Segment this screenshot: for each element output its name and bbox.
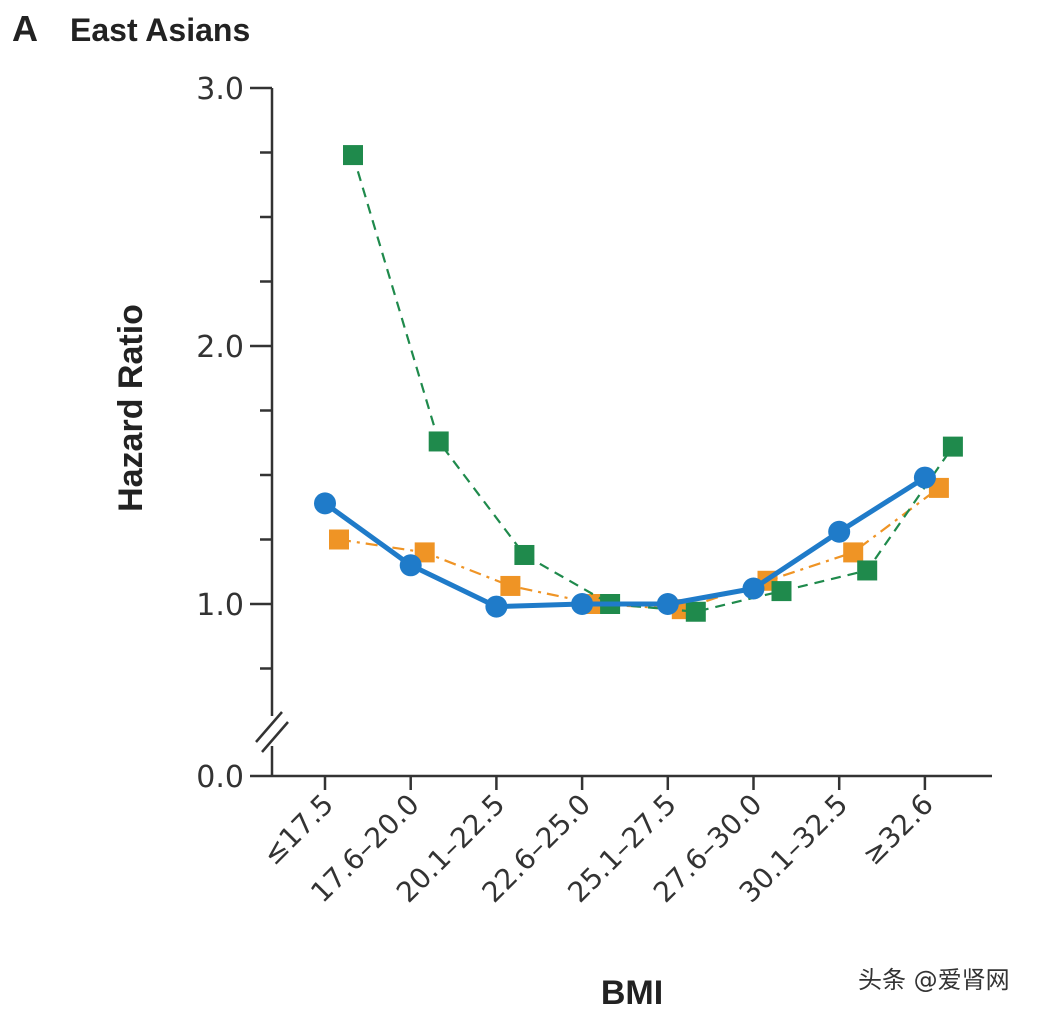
series-line-green	[351, 154, 954, 613]
panel-letter: A	[12, 8, 38, 49]
data-point-orange	[500, 575, 521, 596]
y-axis-title: Hazard Ratio	[112, 304, 150, 512]
data-point-green	[685, 601, 706, 622]
series-layer	[314, 145, 963, 622]
watermark: 头条 @爱肾网	[858, 966, 1010, 994]
data-point-green	[857, 560, 878, 581]
chart-title: East Asians	[70, 12, 251, 48]
y-tick-label: 1.0	[196, 588, 244, 623]
data-point-green	[428, 431, 449, 452]
data-point-green	[514, 544, 535, 565]
data-point-orange	[843, 542, 864, 563]
y-tick-label: 2.0	[196, 330, 244, 365]
x-axis-title: BMI	[601, 974, 663, 1012]
series-line-orange	[338, 487, 940, 611]
x-tick-label: ≤17.5	[256, 788, 340, 872]
axes: 0.01.02.03.0≤17.517.6–20.020.1–22.522.6–…	[196, 72, 992, 909]
data-point-green	[942, 436, 963, 457]
data-point-orange	[329, 529, 349, 550]
data-point-blue	[656, 593, 679, 615]
y-tick-label: 0.0	[196, 760, 244, 795]
data-point-blue	[399, 554, 422, 577]
y-tick-label: 3.0	[196, 72, 244, 107]
data-point-blue	[571, 593, 594, 615]
series-line-blue	[323, 475, 927, 610]
data-point-green	[771, 581, 792, 602]
data-point-blue	[828, 520, 851, 543]
x-tick-label: ≥32.6	[856, 788, 940, 872]
axis-break-mark	[255, 711, 283, 743]
data-point-blue	[742, 577, 765, 600]
data-point-green	[343, 145, 363, 166]
data-point-blue	[913, 466, 936, 489]
data-point-blue	[314, 492, 336, 515]
data-point-blue	[485, 595, 508, 618]
axis-break-mark	[261, 721, 289, 753]
data-point-orange	[414, 542, 435, 563]
